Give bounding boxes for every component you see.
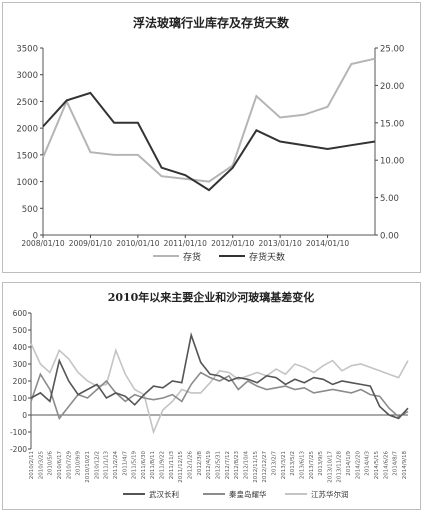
y-tick-label: 200 bbox=[13, 377, 28, 386]
y-tick-label-left: 1500 bbox=[16, 151, 38, 161]
chart-title: 2010年以来主要企业和沙河玻璃基差变化 bbox=[108, 290, 315, 304]
x-tick-label: 2011/1/13 bbox=[104, 451, 110, 480]
y-tick-label: -100 bbox=[10, 428, 27, 437]
x-tick-label: 2012/8/23 bbox=[234, 451, 240, 480]
x-tick-label: 2013/7/25 bbox=[309, 451, 315, 480]
y-tick-label-left: 0 bbox=[33, 232, 38, 242]
x-tick-label: 2010/7/29 bbox=[66, 451, 72, 480]
y-tick-label-left: 2500 bbox=[16, 98, 38, 108]
x-tick-label: 2012/10/4 bbox=[244, 451, 250, 480]
x-tick-label: 2013/3/21 bbox=[281, 451, 287, 479]
x-tick-label: 2013/5/2 bbox=[290, 451, 296, 476]
x-tick-label: 2010/12/2 bbox=[94, 451, 100, 479]
x-tick-label: 2010/10/21 bbox=[85, 451, 91, 483]
y-tick-label-right: 25.00 bbox=[380, 45, 404, 55]
x-tick-label: 2014/8/7 bbox=[393, 451, 399, 476]
x-tick-label: 2010/2/11 bbox=[29, 451, 35, 479]
basis-chart: 2010年以来主要企业和沙河玻璃基差变化 -200 -100 0 100 200 300 40… bbox=[10, 290, 409, 499]
legend-label-inventory-days: 存货天数 bbox=[249, 251, 285, 263]
y-tick-label-left: 500 bbox=[22, 205, 38, 215]
x-tick-label: 2011/5/19 bbox=[132, 451, 138, 480]
x-tick-label: 2012/12/27 bbox=[262, 450, 268, 482]
x-tick-label: 2013/11/28 bbox=[337, 450, 343, 482]
x-tick-label: 2012/01/10 bbox=[211, 239, 254, 248]
y-tick-label-left: 2000 bbox=[16, 125, 38, 135]
series-line-inventory-days bbox=[42, 91, 376, 192]
x-tick-label: 2013/10/17 bbox=[327, 451, 333, 483]
x-tick-label: 2011/6/30 bbox=[141, 451, 147, 480]
y-tick-label-left: 3000 bbox=[16, 71, 38, 81]
chart-panel-basis: 2010年以来主要企业和沙河玻璃基差变化 -200 -100 0 100 200 300 40… bbox=[2, 282, 421, 510]
y-tick-label: 500 bbox=[13, 326, 28, 335]
x-tick-label: 2010/01/10 bbox=[116, 239, 159, 248]
y-tick-label: 600 bbox=[13, 309, 28, 318]
series-line-qinhuangdao-yaohua bbox=[30, 371, 409, 421]
legend-label-wuhan-changli: 武汉长利 bbox=[149, 489, 179, 499]
x-tick-label: 2014/5/15 bbox=[374, 450, 380, 479]
series-line-inventory bbox=[42, 57, 376, 183]
x-tick-label: 2012/4/19 bbox=[206, 451, 212, 480]
chart-panel-inventory: 浮法玻璃行业库存及存货天数 0 500 1000 1500 2000 2500 3000 350… bbox=[2, 2, 421, 273]
series-line-jiangsu-huaerrun bbox=[30, 343, 409, 435]
y-tick-label-right: 0.00 bbox=[380, 232, 399, 242]
y-tick-label-left: 3500 bbox=[16, 45, 38, 55]
x-tick-label: 2011/01/10 bbox=[164, 239, 207, 248]
y-tick-label-right: 10.00 bbox=[380, 157, 404, 167]
x-tick-label: 2012/11/15 bbox=[253, 451, 259, 483]
x-tick-label: 2013/2/7 bbox=[271, 450, 277, 475]
x-tick-label: 2011/12/15 bbox=[178, 451, 184, 483]
x-tick-label: 2008/01/10 bbox=[21, 239, 64, 248]
y-tick-label-right: 5.00 bbox=[380, 194, 399, 204]
legend-label-qinhuangdao-yaohua: 秦皇岛耀华 bbox=[229, 489, 267, 499]
legend-label-jiangsu-huaerrun: 江苏华尔润 bbox=[311, 489, 349, 499]
x-tick-label: 2012/5/31 bbox=[216, 451, 222, 479]
x-tick-label: 2010/9/9 bbox=[76, 450, 82, 475]
x-tick-label: 2014/9/18 bbox=[402, 451, 408, 480]
x-tick-label: 2011/8/11 bbox=[150, 451, 156, 479]
x-tick-label: 2014/1/9 bbox=[346, 451, 352, 476]
x-tick-label: 2012/7/12 bbox=[225, 451, 231, 479]
x-tick-label: 2011/4/7 bbox=[122, 451, 128, 476]
inventory-chart: 浮法玻璃行业库存及存货天数 0 500 1000 1500 2000 2500 3000 350… bbox=[16, 15, 404, 263]
x-tick-label: 2013/01/10 bbox=[259, 239, 302, 248]
x-tick-label: 2014/01/10 bbox=[306, 239, 349, 248]
x-tick-label: 2010/3/25 bbox=[38, 450, 44, 479]
x-tick-label: 2011/2/24 bbox=[113, 450, 119, 479]
x-tick-label: 2014/6/26 bbox=[383, 451, 389, 480]
x-tick-label: 2012/1/26 bbox=[188, 450, 194, 479]
x-tick-label: 2011/11/3 bbox=[169, 451, 175, 480]
x-tick-label: 2013/9/5 bbox=[318, 451, 324, 476]
y-tick-label: 100 bbox=[13, 394, 28, 403]
series-line-wuhan-changli bbox=[30, 332, 409, 420]
x-tick-label: 2013/6/13 bbox=[299, 450, 305, 479]
y-tick-label: -200 bbox=[10, 445, 27, 454]
y-tick-label-right: 15.00 bbox=[380, 119, 404, 129]
x-tick-label: 2010/6/17 bbox=[57, 451, 63, 480]
x-tick-label: 2014/4/3 bbox=[365, 451, 371, 476]
y-tick-label: 0 bbox=[22, 411, 27, 420]
x-tick-label: 2014/2/20 bbox=[355, 451, 361, 480]
y-tick-label-left: 1000 bbox=[16, 178, 38, 188]
y-tick-label: 300 bbox=[13, 360, 28, 369]
x-tick-label: 2011/9/22 bbox=[160, 451, 166, 479]
y-tick-label: 400 bbox=[13, 343, 28, 352]
chart-title: 浮法玻璃行业库存及存货天数 bbox=[133, 15, 290, 30]
legend-label-inventory: 存货 bbox=[183, 251, 201, 263]
x-tick-label: 2009/01/10 bbox=[69, 239, 112, 248]
x-tick-label: 2010/5/6 bbox=[48, 450, 54, 475]
y-tick-label-right: 20.00 bbox=[380, 82, 404, 92]
x-tick-label: 2012/3/8 bbox=[197, 450, 203, 475]
